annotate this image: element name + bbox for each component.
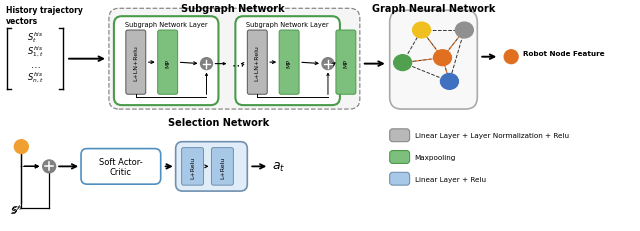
Text: History trajectory
vectors: History trajectory vectors: [6, 6, 83, 26]
Text: Maxpooling: Maxpooling: [415, 154, 456, 160]
FancyBboxPatch shape: [247, 31, 268, 95]
Text: MP: MP: [165, 58, 170, 67]
FancyBboxPatch shape: [236, 17, 340, 106]
Ellipse shape: [456, 23, 474, 39]
Text: L+LN+Relu: L+LN+Relu: [255, 45, 260, 81]
Text: Robot Node Feature: Robot Node Feature: [523, 51, 605, 57]
FancyBboxPatch shape: [336, 31, 356, 95]
Ellipse shape: [440, 74, 458, 90]
Text: L+LN+Relu: L+LN+Relu: [133, 45, 138, 81]
FancyBboxPatch shape: [390, 11, 477, 109]
Text: $S^{his}_{n,t}$: $S^{his}_{n,t}$: [27, 70, 44, 85]
FancyBboxPatch shape: [175, 142, 247, 191]
FancyBboxPatch shape: [157, 31, 178, 95]
Text: MP: MP: [287, 58, 292, 67]
FancyBboxPatch shape: [126, 31, 146, 95]
FancyBboxPatch shape: [81, 149, 161, 184]
FancyBboxPatch shape: [390, 129, 410, 142]
Ellipse shape: [200, 58, 212, 70]
FancyBboxPatch shape: [390, 173, 410, 185]
Text: Graph Neural Network: Graph Neural Network: [372, 4, 495, 14]
Ellipse shape: [322, 58, 334, 70]
Ellipse shape: [504, 51, 518, 64]
Ellipse shape: [394, 55, 412, 71]
Text: $S^{his}_{1,t}$: $S^{his}_{1,t}$: [27, 44, 44, 59]
Text: $S^{his}_{t}$: $S^{his}_{t}$: [27, 30, 44, 45]
Text: Subgraph Network Layer: Subgraph Network Layer: [125, 22, 207, 28]
FancyBboxPatch shape: [390, 151, 410, 164]
Text: Subgraph Network: Subgraph Network: [180, 4, 284, 14]
Text: Subgraph Network Layer: Subgraph Network Layer: [246, 22, 329, 28]
Text: $S^h$: $S^h$: [12, 203, 23, 215]
FancyBboxPatch shape: [114, 17, 218, 106]
Text: Linear Layer + Relu: Linear Layer + Relu: [415, 176, 486, 182]
Ellipse shape: [43, 160, 56, 173]
Text: MP: MP: [344, 58, 348, 67]
FancyBboxPatch shape: [182, 148, 204, 185]
Text: Soft Actor-
Critic: Soft Actor- Critic: [99, 157, 143, 176]
Ellipse shape: [14, 140, 28, 154]
Text: $a_t$: $a_t$: [272, 160, 285, 173]
Text: $S^h$: $S^h$: [10, 204, 22, 216]
Text: L+Relu: L+Relu: [220, 155, 225, 178]
Text: L+Relu: L+Relu: [190, 155, 195, 178]
Text: Linear Layer + Layer Normalization + Relu: Linear Layer + Layer Normalization + Rel…: [415, 133, 569, 139]
Text: $\cdots$: $\cdots$: [231, 58, 244, 71]
Text: $\ldots$: $\ldots$: [30, 59, 40, 69]
FancyBboxPatch shape: [211, 148, 234, 185]
FancyBboxPatch shape: [279, 31, 299, 95]
FancyBboxPatch shape: [109, 9, 360, 109]
Text: Selection Network: Selection Network: [168, 118, 269, 128]
Ellipse shape: [433, 51, 451, 66]
Ellipse shape: [413, 23, 431, 39]
